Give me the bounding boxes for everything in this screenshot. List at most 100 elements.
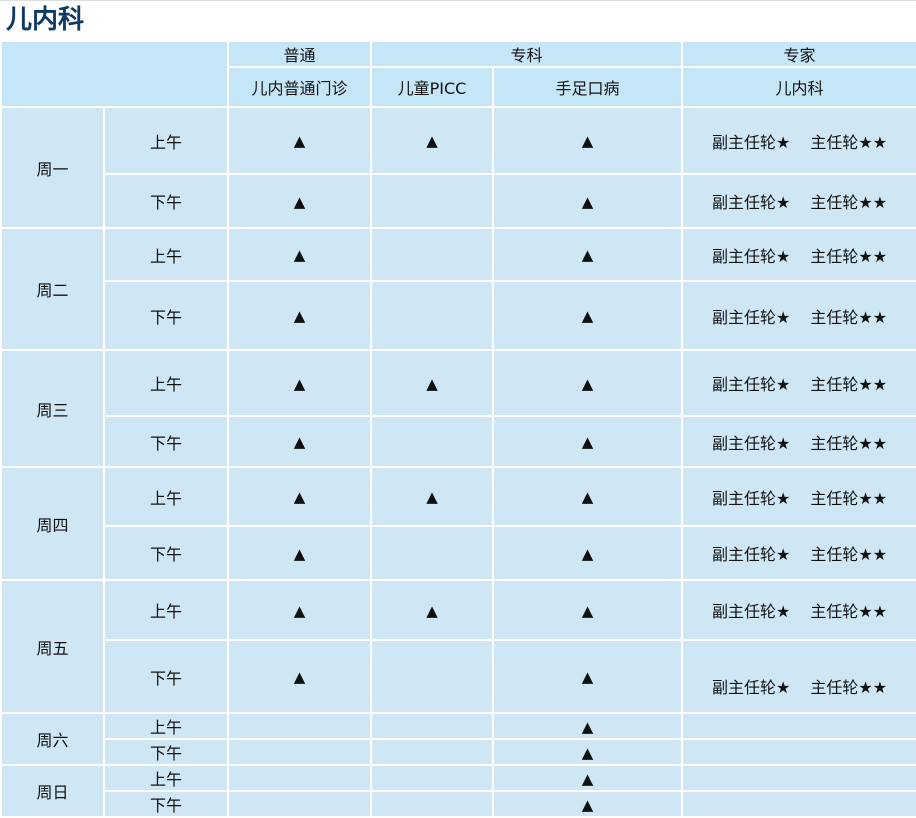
available-triangle-icon: ▲ xyxy=(581,192,594,211)
page-title: 儿内科 xyxy=(0,0,916,40)
period-cell: 上午 xyxy=(103,349,229,417)
period-cell: 下午 xyxy=(103,790,229,818)
table-row: 周二 上午 ▲ ▲ 副主任轮★ 主任轮★★ xyxy=(0,227,916,351)
hfmd-cell: ▲ xyxy=(491,227,684,282)
hfmd-cell: ▲ xyxy=(491,280,684,351)
schedule-table: 普通 专科 专家 儿内普通门诊 儿童PICC 手足口病 儿内科 周一 上午 ▲ ▲ ▲ 副… xyxy=(0,40,916,818)
group-header-specialty: 专科 xyxy=(369,40,684,68)
hfmd-cell: ▲ xyxy=(491,639,684,714)
period-cell: 上午 xyxy=(103,712,229,740)
hfmd-cell: ▲ xyxy=(491,173,684,229)
hfmd-cell: ▲ xyxy=(491,738,684,766)
general-clinic-cell: ▲ xyxy=(227,227,372,282)
table-row: 下午 ▲ ▲ 副主任轮★ 主任轮★★ xyxy=(1,639,916,714)
chief-label: 主任轮★★ xyxy=(810,488,888,508)
available-triangle-icon: ▲ xyxy=(426,374,438,393)
available-triangle-icon: ▲ xyxy=(426,488,438,506)
day-cell: 周一 xyxy=(0,106,105,229)
period-cell: 上午 xyxy=(103,579,229,641)
available-triangle-icon: ▲ xyxy=(293,132,306,150)
available-triangle-icon: ▲ xyxy=(581,769,594,788)
available-triangle-icon: ▲ xyxy=(581,433,594,451)
hfmd-cell: ▲ xyxy=(491,579,684,641)
chief-label: 主任轮★★ xyxy=(810,545,888,564)
expert-cell: 副主任轮★ 主任轮★★ xyxy=(681,466,916,527)
table-row: 周六 上午 ▲ xyxy=(0,712,916,766)
expert-cell xyxy=(681,764,916,792)
expert-cell: 副主任轮★ 主任轮★★ xyxy=(681,227,916,282)
deputy-chief-label: 副主任轮★ xyxy=(711,375,791,394)
chief-label: 主任轮★★ xyxy=(810,433,888,453)
hfmd-cell: ▲ xyxy=(491,712,684,740)
available-triangle-icon: ▲ xyxy=(293,192,306,211)
available-triangle-icon: ▲ xyxy=(581,307,594,325)
available-triangle-icon: ▲ xyxy=(581,601,594,620)
picc-cell: ▲ xyxy=(370,466,494,527)
available-triangle-icon: ▲ xyxy=(581,488,594,506)
available-triangle-icon: ▲ xyxy=(581,544,594,563)
deputy-chief-label: 副主任轮★ xyxy=(711,132,791,152)
table-row: 下午 ▲ xyxy=(1,738,916,766)
period-cell: 上午 xyxy=(103,106,229,175)
table-row: 下午 ▲ ▲ 副主任轮★ 主任轮★★ xyxy=(1,173,916,229)
hfmd-cell: ▲ xyxy=(491,466,684,527)
period-cell: 下午 xyxy=(103,415,229,468)
available-triangle-icon: ▲ xyxy=(426,132,438,150)
table-row: 下午 ▲ ▲ 副主任轮★ 主任轮★★ xyxy=(1,415,916,468)
picc-cell xyxy=(370,639,494,714)
deputy-chief-label: 副主任轮★ xyxy=(711,677,791,697)
available-triangle-icon: ▲ xyxy=(581,374,594,393)
picc-cell xyxy=(370,280,494,351)
period-cell: 上午 xyxy=(103,227,229,282)
deputy-chief-label: 副主任轮★ xyxy=(711,602,791,621)
available-triangle-icon: ▲ xyxy=(426,601,438,620)
hfmd-cell: ▲ xyxy=(491,790,684,818)
period-cell: 下午 xyxy=(103,639,229,714)
picc-cell xyxy=(370,764,494,792)
chief-label: 主任轮★★ xyxy=(810,375,888,394)
day-cell: 周四 xyxy=(0,466,105,581)
expert-cell: 副主任轮★ 主任轮★★ xyxy=(681,349,916,417)
group-header-expert: 专家 xyxy=(681,40,916,68)
column-header-hfmd: 手足口病 xyxy=(491,66,684,108)
available-triangle-icon: ▲ xyxy=(293,307,306,325)
chief-label: 主任轮★★ xyxy=(810,602,888,621)
expert-cell xyxy=(681,712,916,740)
general-clinic-cell: ▲ xyxy=(227,349,372,417)
picc-cell: ▲ xyxy=(370,579,494,641)
deputy-chief-label: 副主任轮★ xyxy=(711,193,791,212)
available-triangle-icon: ▲ xyxy=(293,668,306,686)
available-triangle-icon: ▲ xyxy=(581,246,594,264)
picc-cell xyxy=(370,173,494,229)
available-triangle-icon: ▲ xyxy=(293,374,306,393)
picc-cell: ▲ xyxy=(370,106,494,175)
header-corner xyxy=(0,40,229,108)
table-row: 周一 上午 ▲ ▲ ▲ 副主任轮★ 主任轮★★ xyxy=(0,106,916,229)
general-clinic-cell: ▲ xyxy=(227,579,372,641)
available-triangle-icon: ▲ xyxy=(293,601,306,620)
general-clinic-cell: ▲ xyxy=(227,525,372,581)
table-row: 周三 上午 ▲ ▲ ▲ 副主任轮★ 主任轮★★ xyxy=(0,349,916,468)
expert-cell: 副主任轮★ 主任轮★★ xyxy=(681,525,916,581)
day-cell: 周五 xyxy=(0,579,105,714)
deputy-chief-label: 副主任轮★ xyxy=(711,545,791,564)
available-triangle-icon: ▲ xyxy=(293,433,306,451)
table-row: 下午 ▲ ▲ 副主任轮★ 主任轮★★ xyxy=(1,280,916,351)
general-clinic-cell xyxy=(227,712,372,740)
general-clinic-cell: ▲ xyxy=(227,280,372,351)
picc-cell xyxy=(370,712,494,740)
general-clinic-cell: ▲ xyxy=(227,173,372,229)
day-cell: 周二 xyxy=(0,227,105,351)
expert-cell: 副主任轮★ 主任轮★★ xyxy=(681,173,916,229)
table-row: 周四 上午 ▲ ▲ ▲ 副主任轮★ 主任轮★★ xyxy=(0,466,916,581)
chief-label: 主任轮★★ xyxy=(810,132,888,152)
period-cell: 下午 xyxy=(103,738,229,766)
expert-cell: 副主任轮★ 主任轮★★ xyxy=(681,639,916,714)
group-header-general: 普通 xyxy=(227,40,372,68)
column-header-general-clinic: 儿内普通门诊 xyxy=(227,66,372,108)
table-row: 周日 上午 ▲ xyxy=(0,764,916,818)
column-header-expert: 儿内科 xyxy=(681,66,916,108)
general-clinic-cell xyxy=(227,738,372,766)
day-cell: 周三 xyxy=(0,349,105,468)
available-triangle-icon: ▲ xyxy=(293,544,306,563)
